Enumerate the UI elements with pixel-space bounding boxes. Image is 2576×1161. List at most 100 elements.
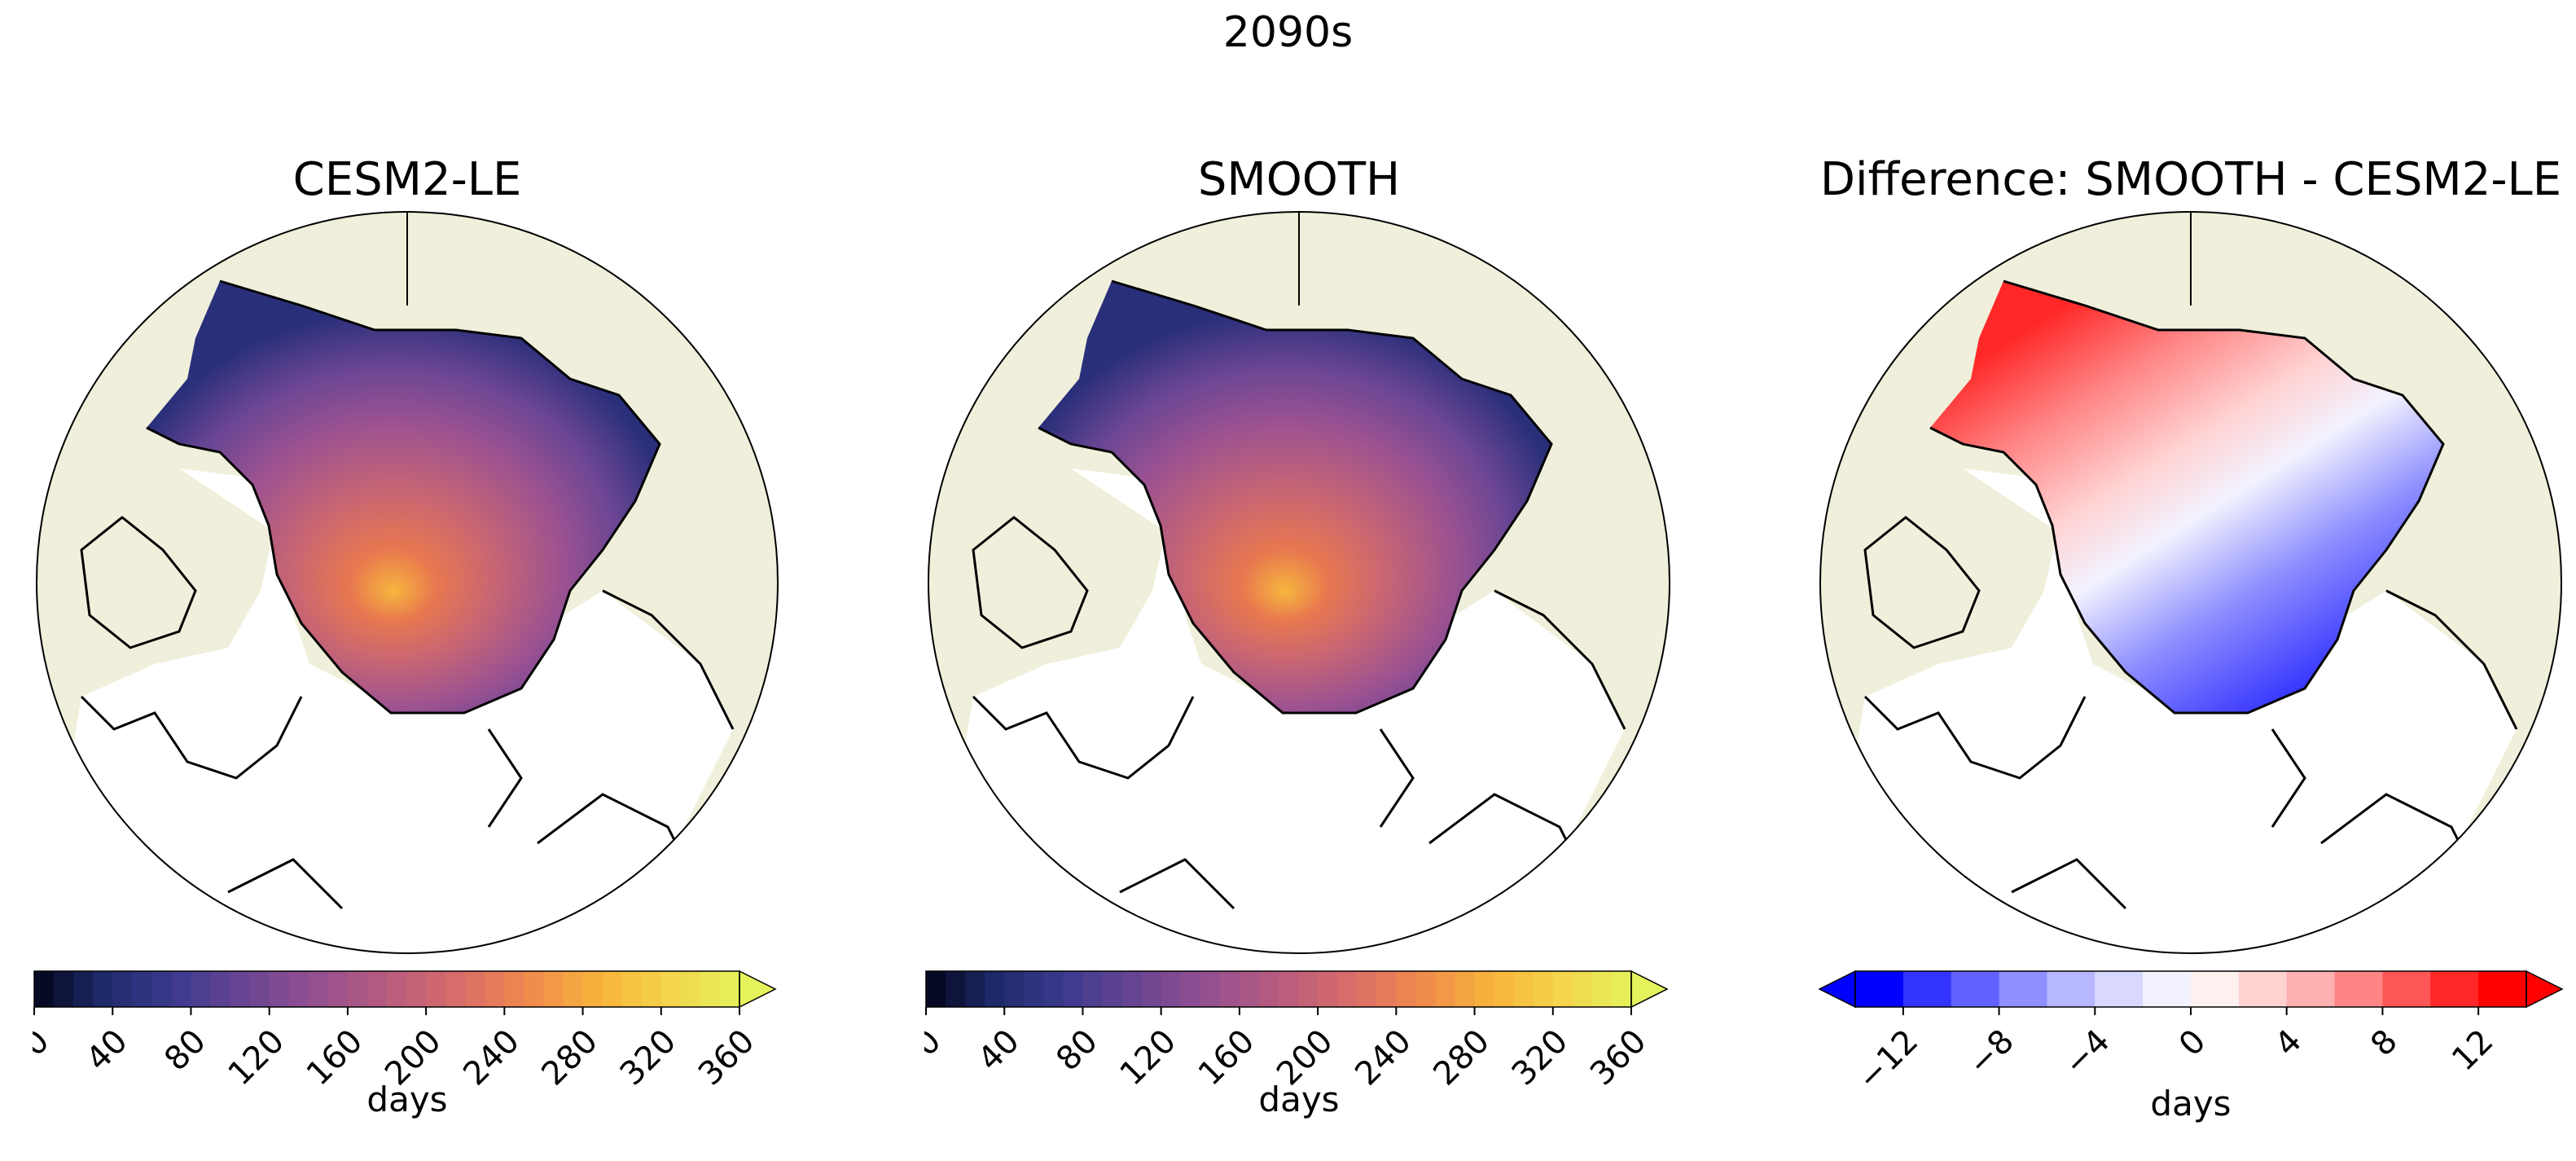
colorbar-tick-label: 80	[1049, 1022, 1105, 1079]
panel-title: Difference: SMOOTH - CESM2-LE	[1819, 153, 2562, 206]
colorbar-tick-label: 80	[157, 1022, 213, 1079]
colorbar-tick-label: 0	[2172, 1022, 2214, 1064]
colorbar-swatch	[112, 971, 133, 1007]
colorbar-swatch	[1435, 971, 1456, 1007]
colorbar-swatch	[308, 971, 329, 1007]
colorbar-extend-max	[2526, 970, 2564, 1009]
colorbar-tick-label: 40	[79, 1022, 135, 1079]
map-boundary	[36, 211, 779, 954]
colorbar-swatch	[2430, 971, 2479, 1007]
colorbar-cesm2-le: 0 40 80 120 160 200 240 280 320 360	[33, 970, 777, 1093]
panel-difference: Difference: SMOOTH - CESM2-LE −12 −8 −4 0 4 8…	[1816, 147, 2565, 1157]
colorbar-swatch	[1902, 971, 1952, 1007]
colorbar-swatch	[582, 971, 603, 1007]
colorbar-label: days	[1258, 1080, 1340, 1119]
colorbar-swatch	[1063, 971, 1084, 1007]
colorbar-swatch	[2143, 971, 2192, 1007]
coastline	[1863, 279, 2518, 910]
colorbar-swatch	[1141, 971, 1162, 1007]
colorbar-swatch	[1357, 971, 1377, 1007]
colorbar-swatch	[1318, 971, 1338, 1007]
colorbar-swatch	[93, 971, 113, 1007]
colorbar-extend-max	[1630, 970, 1669, 1009]
colorbar-swatch	[445, 971, 466, 1007]
coastline	[972, 279, 1626, 910]
colorbar-swatch	[926, 971, 946, 1007]
polar-map-cesm2-le	[36, 211, 779, 954]
colorbar-label: days	[366, 1080, 448, 1119]
colorbar-swatch	[1258, 971, 1279, 1007]
colorbar-swatches	[1818, 970, 2564, 1009]
colorbar-swatch	[1396, 971, 1416, 1007]
colorbar-difference: −12 −8 −4 0 4 8 12	[1818, 970, 2564, 1097]
colorbar-swatch	[2191, 971, 2240, 1007]
colorbar-swatch	[965, 971, 985, 1007]
figure-title: 2090s	[1222, 8, 1354, 57]
colorbar-tick-label: 8	[2363, 1022, 2405, 1064]
difference-field	[1930, 281, 2443, 713]
colorbar-swatch	[269, 971, 290, 1007]
colorbar-swatch	[2286, 971, 2336, 1007]
colorbar-swatch	[1337, 971, 1358, 1007]
sea-ice-field	[147, 281, 660, 713]
colorbar-swatch	[700, 971, 721, 1007]
colorbar-swatch	[1121, 971, 1143, 1007]
colorbar-swatch	[602, 971, 623, 1007]
colorbar-swatch	[680, 971, 701, 1007]
map-boundary	[928, 211, 1670, 954]
colorbar-swatch	[366, 971, 388, 1007]
colorbar-swatch	[34, 971, 55, 1007]
colorbar-tick-label: −8	[1961, 1022, 2021, 1083]
colorbar-swatch	[1200, 971, 1221, 1007]
colorbar-swatch	[641, 971, 662, 1007]
colorbar-swatch	[504, 971, 524, 1007]
colorbar-swatch	[1591, 971, 1613, 1007]
colorbar-swatch	[191, 971, 212, 1007]
colorbar-swatch	[485, 971, 505, 1007]
colorbar-tick-label: 0	[33, 1022, 56, 1064]
colorbar-swatch	[1024, 971, 1044, 1007]
colorbar-swatch	[1572, 971, 1593, 1007]
colorbar-swatches	[33, 970, 777, 1009]
coastline	[80, 279, 735, 910]
colorbar-swatch	[1043, 971, 1064, 1007]
panel-cesm2-le: CESM2-LE 0 40 80 120 160 200 240 280 320 360 days	[33, 147, 782, 1157]
colorbar-swatch	[1552, 971, 1573, 1007]
colorbar-swatch	[1533, 971, 1554, 1007]
colorbar-swatch	[1004, 971, 1025, 1007]
colorbar-swatch	[2095, 971, 2144, 1007]
map-boundary	[1819, 211, 2562, 954]
colorbar-swatch	[1611, 971, 1632, 1007]
colorbar-swatch	[1494, 971, 1515, 1007]
colorbar-swatch	[2382, 971, 2431, 1007]
colorbar-swatch	[54, 971, 74, 1007]
colorbar-tick-label: 0	[924, 1022, 948, 1064]
colorbar-tick-label: 4	[2268, 1022, 2310, 1064]
colorbar-outline	[925, 970, 1632, 1008]
colorbar-swatch	[563, 971, 584, 1007]
colorbar-swatch	[171, 971, 192, 1007]
colorbar-swatch	[132, 971, 152, 1007]
colorbar-swatch	[1455, 971, 1476, 1007]
colorbar-swatch	[465, 971, 485, 1007]
colorbar-swatch	[2478, 971, 2527, 1007]
colorbar-smooth: 0 40 80 120 160 200 240 280 320 360	[924, 970, 1669, 1093]
colorbar-swatch	[985, 971, 1005, 1007]
colorbar-swatch	[1376, 971, 1397, 1007]
colorbar-swatch	[543, 971, 564, 1007]
colorbar-swatch	[406, 971, 427, 1007]
colorbar-swatch	[426, 971, 446, 1007]
colorbar-tick-label: 12	[2445, 1022, 2501, 1079]
colorbar-extend-max	[739, 970, 777, 1009]
colorbar-outline	[33, 970, 740, 1008]
colorbar-swatch	[387, 971, 407, 1007]
panel-title: CESM2-LE	[292, 153, 522, 206]
colorbar-swatch	[2334, 971, 2384, 1007]
colorbar-swatch	[1474, 971, 1495, 1007]
colorbar-swatch	[151, 971, 172, 1007]
colorbar-swatch	[1102, 971, 1123, 1007]
colorbar-swatch	[210, 971, 231, 1007]
colorbar-swatch	[347, 971, 368, 1007]
colorbar-swatch	[1513, 971, 1534, 1007]
colorbar-swatch	[719, 971, 740, 1007]
